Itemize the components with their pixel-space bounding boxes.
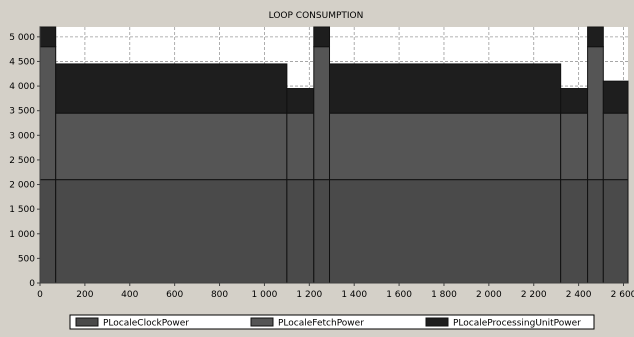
x-tick-label: 2 000 bbox=[476, 290, 502, 300]
area-segment-fetch bbox=[39, 46, 57, 181]
x-tick-label: 800 bbox=[211, 290, 228, 300]
x-tick-label: 1 000 bbox=[252, 290, 278, 300]
area-segment-processing bbox=[313, 26, 331, 48]
x-tick-label: 200 bbox=[76, 290, 93, 300]
area-segment-fetch bbox=[560, 112, 589, 181]
area-segment-fetch bbox=[587, 46, 604, 181]
legend-box bbox=[69, 314, 595, 330]
legend-swatch-fetch bbox=[250, 317, 274, 327]
legend-label-processing: PLocaleProcessingUnitPower bbox=[453, 319, 581, 329]
legend-swatch-clock bbox=[75, 317, 99, 327]
area-segment-fetch bbox=[313, 46, 331, 181]
y-tick-label: 1 000 bbox=[9, 230, 35, 240]
area-segment-processing bbox=[602, 80, 629, 114]
area-segment-clock bbox=[329, 179, 562, 284]
area-segment-clock bbox=[39, 179, 57, 284]
y-tick-label: 0 bbox=[29, 279, 35, 289]
x-tick-label: 1 800 bbox=[431, 290, 457, 300]
area-segment-fetch bbox=[286, 112, 315, 181]
x-tick-label: 0 bbox=[37, 290, 43, 300]
area-segment-processing bbox=[286, 88, 315, 114]
area-segment-clock bbox=[602, 179, 629, 284]
x-tick-label: 400 bbox=[121, 290, 138, 300]
area-segment-clock bbox=[55, 179, 288, 284]
y-tick-label: 3 500 bbox=[9, 107, 35, 117]
y-tick-label: 2 000 bbox=[9, 181, 35, 191]
y-tick-label: 2 500 bbox=[9, 156, 35, 166]
area-segment-processing bbox=[560, 88, 589, 114]
chart-title: LOOP CONSUMPTION bbox=[269, 11, 364, 21]
y-tick-label: 4 000 bbox=[9, 82, 35, 92]
x-tick-label: 1 200 bbox=[296, 290, 322, 300]
area-segment-fetch bbox=[329, 112, 562, 181]
x-tick-label: 2 200 bbox=[521, 290, 547, 300]
area-segment-clock bbox=[313, 179, 331, 284]
x-tick-label: 600 bbox=[166, 290, 183, 300]
area-segment-fetch bbox=[55, 112, 288, 181]
x-tick-label: 1 600 bbox=[386, 290, 412, 300]
area-segment-clock bbox=[587, 179, 604, 284]
area-segment-processing bbox=[587, 26, 604, 48]
x-tick-label: 1 400 bbox=[341, 290, 367, 300]
legend-label-fetch: PLocaleFetchPower bbox=[278, 319, 364, 329]
x-tick-label: 2 400 bbox=[566, 290, 592, 300]
area-segment-processing bbox=[329, 63, 562, 114]
axes: 0 500 1 000 1 500 2 000 2 500 3 000 3 500 4 000 4… bbox=[9, 27, 634, 300]
y-tick-label: 1 500 bbox=[9, 205, 35, 215]
area-segment-processing bbox=[55, 63, 288, 114]
legend-label-clock: PLocaleClockPower bbox=[103, 319, 189, 329]
stacked-area-series bbox=[39, 26, 629, 284]
area-segment-processing bbox=[39, 26, 57, 48]
y-tick-label: 5 000 bbox=[9, 33, 35, 43]
y-tick-label: 3 000 bbox=[9, 131, 35, 141]
x-tick-label: 2 600 bbox=[611, 290, 634, 300]
area-segment-fetch bbox=[602, 112, 629, 181]
legend: PLocaleClockPower PLocaleFetchPower PLocal… bbox=[69, 314, 595, 330]
area-segment-clock bbox=[560, 179, 589, 284]
legend-swatch-processing bbox=[425, 317, 449, 327]
y-tick-label: 4 500 bbox=[9, 57, 35, 67]
y-tick-label: 500 bbox=[18, 254, 35, 264]
area-segment-clock bbox=[286, 179, 315, 284]
